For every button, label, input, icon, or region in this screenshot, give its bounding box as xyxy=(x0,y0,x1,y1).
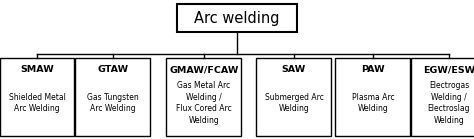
Text: Electrogas
Welding /
Electroslag
Welding: Electrogas Welding / Electroslag Welding xyxy=(428,81,470,125)
Text: Shielded Metal
Arc Welding: Shielded Metal Arc Welding xyxy=(9,93,65,113)
Text: GMAW/FCAW: GMAW/FCAW xyxy=(169,65,239,75)
Text: SAW: SAW xyxy=(282,65,306,75)
Text: Gas Tungsten
Arc Welding: Gas Tungsten Arc Welding xyxy=(87,93,139,113)
Bar xyxy=(75,58,151,136)
Bar xyxy=(336,58,410,136)
Bar xyxy=(166,58,241,136)
Text: SMAW: SMAW xyxy=(20,65,54,75)
Text: PAW: PAW xyxy=(361,65,385,75)
Text: Gas Metal Arc
Welding /
Flux Cored Arc
Welding: Gas Metal Arc Welding / Flux Cored Arc W… xyxy=(176,81,232,125)
Text: Arc welding: Arc welding xyxy=(194,11,280,25)
Bar xyxy=(411,58,474,136)
Text: Submerged Arc
Welding: Submerged Arc Welding xyxy=(264,93,323,113)
Bar xyxy=(256,58,331,136)
Text: Plasma Arc
Welding: Plasma Arc Welding xyxy=(352,93,394,113)
Bar xyxy=(177,4,297,32)
Text: EGW/ESW: EGW/ESW xyxy=(423,65,474,75)
Bar xyxy=(0,58,74,136)
Text: GTAW: GTAW xyxy=(98,65,128,75)
